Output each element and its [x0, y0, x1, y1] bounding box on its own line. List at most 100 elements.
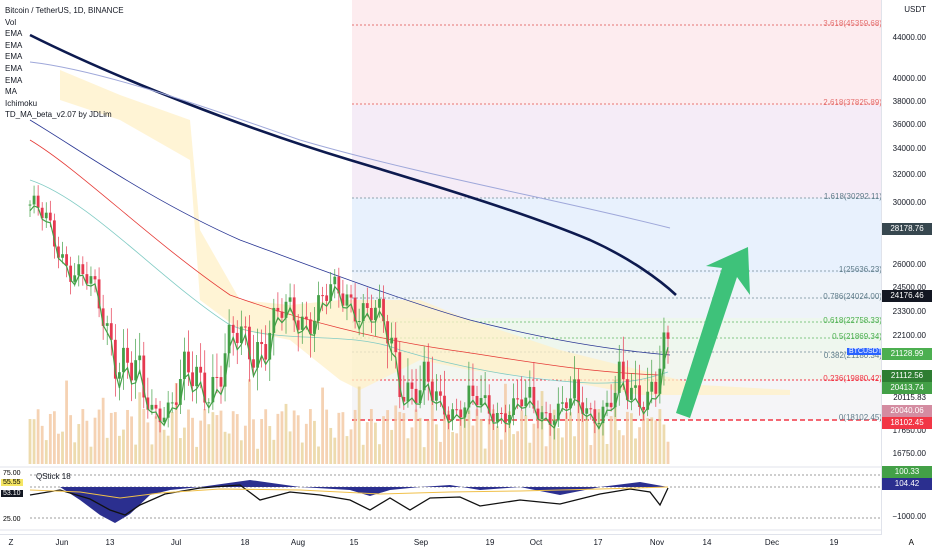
volume-bar	[235, 414, 239, 464]
candle-body	[138, 355, 142, 361]
indicator-vol[interactable]: Vol	[5, 17, 17, 27]
indicator-ma[interactable]: MA	[5, 87, 17, 97]
volume-bar	[455, 433, 459, 464]
candle-body	[134, 360, 138, 381]
candle-body	[459, 409, 463, 418]
candle-body	[44, 212, 48, 219]
time-axis[interactable]: Z Jun 13 Jul 18 Aug 15 Sep 19 Oct 17 Nov 14 Dec 19	[0, 534, 882, 550]
indicator-ema-4[interactable]: EMA	[5, 63, 23, 73]
volume-bar	[113, 412, 117, 464]
volume-bar	[406, 438, 410, 464]
candle-body	[321, 295, 324, 297]
auto-scale-button[interactable]: A	[908, 538, 914, 547]
candle-body	[361, 303, 365, 322]
symbol-title[interactable]: Bitcoin / TetherUS, 1D, BINANCE	[5, 6, 124, 15]
volume-bar	[577, 399, 580, 464]
candle-body	[589, 408, 593, 410]
volume-bar	[524, 415, 528, 464]
volume-bar	[487, 418, 491, 464]
volume-bar	[239, 440, 243, 464]
corner-label[interactable]: Z	[8, 538, 14, 547]
candle-body	[166, 402, 170, 418]
y-tick-label: 44000.00	[892, 33, 926, 42]
indicator-ema-3[interactable]: EMA	[5, 52, 23, 62]
candle-body	[292, 297, 296, 321]
candle-body	[565, 402, 568, 409]
candle-body	[504, 413, 507, 423]
volume-bar	[345, 436, 349, 464]
volume-bar	[329, 427, 333, 464]
price-axis[interactable]: USDT 44000.00 40000.00 38000.00 36000.00 340…	[881, 0, 932, 550]
indicator-ichimoku[interactable]: Ichimoku	[5, 98, 38, 108]
volume-bar	[122, 429, 125, 464]
fib-level-label: 0(18102.45)	[838, 413, 882, 422]
ema-teal-line	[29, 179, 669, 384]
candle-body	[85, 274, 89, 284]
volume-bar	[573, 436, 576, 464]
candle-body	[276, 307, 280, 312]
volume-bar	[499, 439, 503, 464]
candle-body	[333, 276, 337, 285]
oscillator-title[interactable]: QStick 18	[36, 472, 71, 481]
candle-body	[32, 195, 36, 205]
y-tick-label: 40000.00	[892, 74, 926, 83]
volume-bar	[394, 405, 398, 464]
volume-bar	[191, 417, 194, 464]
indicator-td-ma[interactable]: TD_MA_beta_v2.07 by JDLim	[5, 110, 112, 120]
candle-body	[471, 385, 475, 397]
volume-bar	[601, 422, 605, 464]
volume-bar	[382, 416, 385, 464]
fib-level-label: 0.5(21869.34)	[832, 332, 882, 341]
volume-bar	[634, 438, 637, 464]
candle-body	[235, 332, 239, 344]
candle-body	[231, 324, 235, 333]
x-tick-label: Jul	[170, 538, 182, 547]
candle-body	[40, 207, 44, 219]
osc-right-tag: 100.33	[882, 466, 932, 478]
x-tick-label: Oct	[529, 538, 543, 547]
volume-bar	[44, 440, 48, 464]
candle-body	[540, 412, 544, 420]
candle-body	[101, 308, 105, 326]
indicator-ema-2[interactable]: EMA	[5, 40, 23, 50]
price-tag: 21128.99	[882, 348, 932, 360]
volume-bar	[374, 422, 377, 464]
volume-bar	[150, 444, 154, 464]
candle-body	[215, 376, 219, 378]
volume-bar	[357, 386, 361, 464]
volume-bar	[207, 424, 211, 464]
candle-body	[597, 423, 601, 425]
volume-bar	[569, 412, 572, 464]
volume-bar	[256, 448, 259, 464]
volume-bar	[516, 431, 520, 464]
indicator-ema-5[interactable]: EMA	[5, 75, 23, 85]
volume-bar	[69, 415, 73, 464]
volume-bar	[93, 417, 97, 464]
candle-body	[300, 316, 304, 330]
candle-body	[248, 326, 251, 360]
indicator-ema-1[interactable]: EMA	[5, 29, 23, 39]
volume-bar	[313, 420, 316, 464]
volume-bar	[536, 409, 540, 464]
volume-bar	[248, 379, 251, 464]
candle-body	[430, 381, 434, 401]
fib-level-label: 3.618(45359.68)	[823, 19, 882, 28]
candle-body	[93, 276, 97, 280]
volume-bar	[304, 423, 308, 464]
candle-body	[329, 284, 333, 301]
price-tag: 20040.06	[882, 405, 932, 417]
volume-bar	[308, 409, 312, 464]
volume-bar	[451, 432, 455, 464]
candle-body	[467, 385, 471, 408]
volume-bar	[467, 410, 471, 464]
candle-body	[109, 323, 113, 340]
candle-body	[638, 385, 641, 407]
volume-bar	[203, 409, 207, 464]
volume-bar	[650, 417, 654, 464]
candle-body	[308, 319, 312, 334]
x-tick-label: 13	[105, 538, 115, 547]
candle-body	[617, 361, 621, 393]
volume-bar	[353, 409, 357, 464]
y-tick-label: 22100.00	[892, 331, 926, 340]
